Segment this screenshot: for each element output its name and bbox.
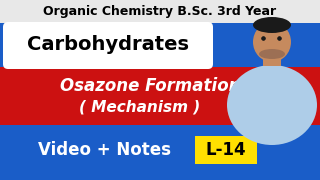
Ellipse shape (285, 102, 315, 122)
Text: Video + Notes: Video + Notes (38, 141, 172, 159)
Text: L-14: L-14 (206, 141, 246, 159)
FancyBboxPatch shape (0, 67, 320, 125)
FancyBboxPatch shape (195, 136, 257, 164)
Ellipse shape (253, 22, 291, 62)
FancyBboxPatch shape (3, 22, 213, 69)
FancyBboxPatch shape (263, 48, 281, 66)
Text: Organic Chemistry B.Sc. 3rd Year: Organic Chemistry B.Sc. 3rd Year (44, 4, 276, 17)
Ellipse shape (253, 17, 291, 33)
Ellipse shape (259, 49, 285, 59)
FancyBboxPatch shape (0, 0, 320, 23)
Ellipse shape (231, 102, 260, 122)
Text: ( Mechanism ): ( Mechanism ) (79, 100, 201, 114)
Text: Carbohydrates: Carbohydrates (27, 35, 189, 55)
Ellipse shape (227, 65, 317, 145)
Text: Osazone Formation: Osazone Formation (60, 77, 240, 95)
